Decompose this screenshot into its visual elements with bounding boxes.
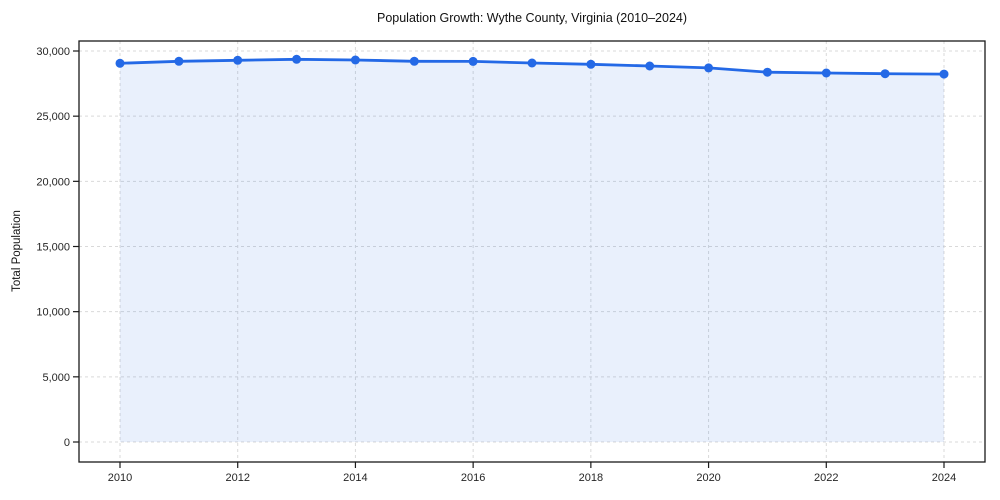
x-tick-label: 2014 <box>343 472 367 484</box>
data-point <box>527 58 537 68</box>
y-tick-label: 15,000 <box>36 242 70 254</box>
y-axis-label: Total Population <box>11 210 23 292</box>
data-point <box>704 63 714 73</box>
axis-spine <box>78 40 986 463</box>
x-tick-label: 2024 <box>932 472 956 484</box>
data-point <box>586 59 596 69</box>
data-point <box>821 68 831 78</box>
data-point <box>468 56 478 66</box>
data-point <box>645 61 655 71</box>
x-tick-label: 2012 <box>225 472 249 484</box>
data-point <box>350 55 360 65</box>
x-tick-label: 2020 <box>696 472 720 484</box>
y-tick-label: 0 <box>64 437 70 449</box>
y-tick-label: 5,000 <box>42 372 70 384</box>
x-tick-label: 2016 <box>461 472 485 484</box>
data-point <box>233 55 243 65</box>
data-point <box>174 56 184 66</box>
data-point <box>409 56 419 66</box>
y-tick-label: 30,000 <box>36 46 70 58</box>
y-tick-label: 20,000 <box>36 176 70 188</box>
y-tick-label: 25,000 <box>36 111 70 123</box>
data-point <box>115 58 125 68</box>
chart-title: Population Growth: Wythe County, Virgini… <box>376 11 688 25</box>
data-point <box>292 54 302 64</box>
x-tick-label: 2022 <box>814 472 838 484</box>
x-tick-label: 2018 <box>579 472 603 484</box>
data-point <box>939 69 949 79</box>
y-tick-label: 10,000 <box>36 307 70 319</box>
area-fill <box>120 59 944 443</box>
x-tick-label: 2010 <box>108 472 132 484</box>
data-point <box>880 69 890 79</box>
data-point <box>762 67 772 77</box>
